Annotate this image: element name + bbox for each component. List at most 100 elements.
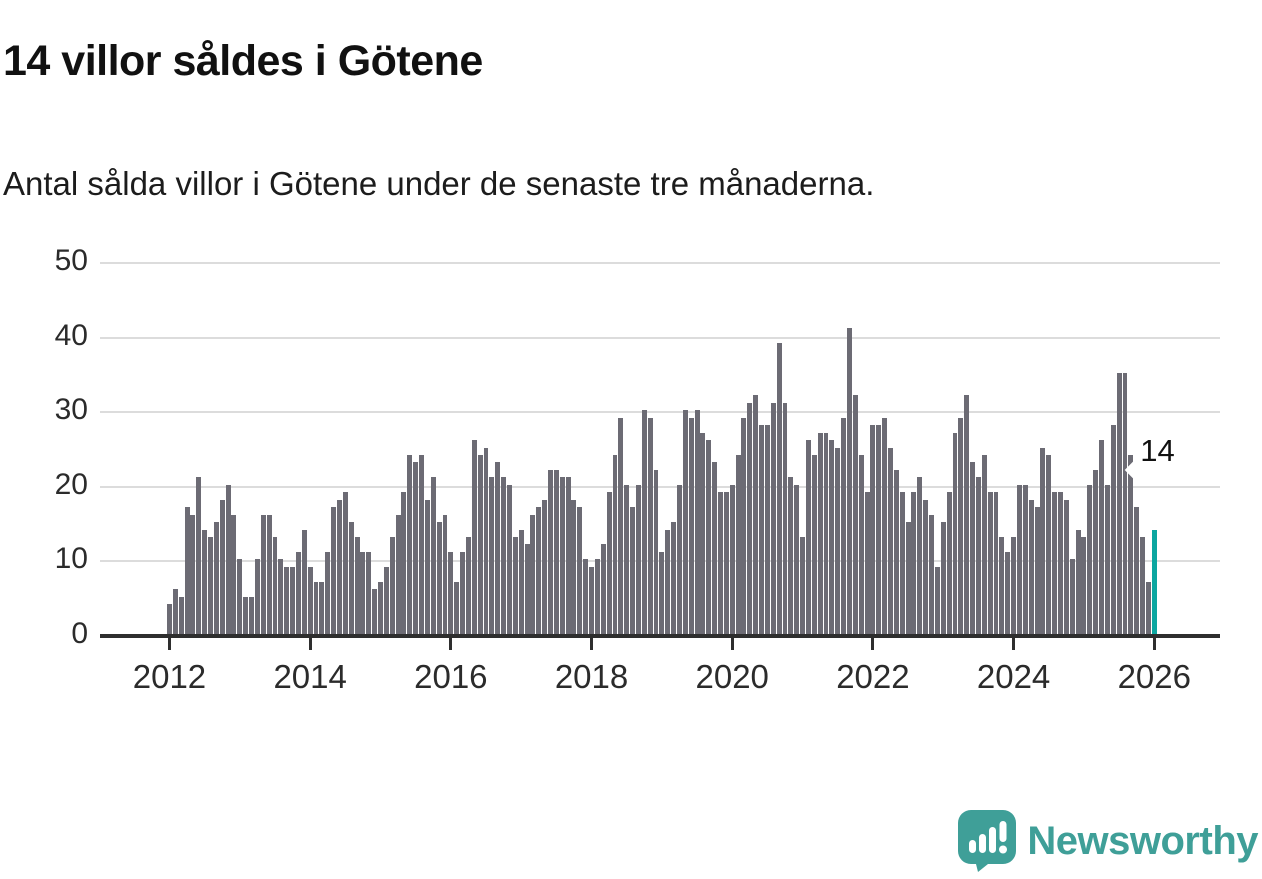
bar-month [1093, 469, 1099, 634]
bar-month [1022, 484, 1028, 634]
bar-month [378, 581, 383, 634]
bar-month [770, 402, 776, 634]
bar-month [917, 477, 923, 634]
bar-month [548, 469, 553, 634]
page-title: 14 villor såldes i Götene [3, 36, 483, 85]
bar-month [800, 537, 806, 634]
bar-month [354, 537, 360, 634]
bar-month [167, 604, 172, 634]
bar-month [501, 477, 507, 634]
bar-month [741, 417, 747, 634]
bar-month [1058, 492, 1063, 634]
gridline-y-40 [100, 336, 1220, 339]
x-axis-label-2014: 2014 [273, 658, 347, 695]
bar-month [237, 559, 243, 634]
bar-month [753, 395, 759, 634]
bar-month [876, 425, 882, 634]
gridline-y-0 [100, 634, 1220, 638]
bar-month [993, 492, 999, 634]
bar-month [278, 559, 284, 634]
bar-month [225, 484, 231, 634]
bar-month [1122, 372, 1128, 634]
value-annotation: 14 [1133, 431, 1182, 472]
bar-month [694, 410, 700, 634]
bar-month [231, 514, 237, 634]
bar-month [430, 477, 436, 634]
bar-month [712, 462, 718, 634]
bar-month [987, 492, 993, 634]
bar-month [735, 454, 741, 634]
bar-month [424, 499, 430, 634]
bar-month [811, 454, 817, 634]
bar-month [512, 537, 518, 634]
bar-month [635, 484, 641, 634]
newsworthy-logo: Newsworthy [958, 810, 1258, 872]
x-axis-tick-2016 [449, 638, 453, 650]
bar-month [841, 417, 847, 634]
bar-month [243, 596, 249, 634]
x-axis-label-2024: 2024 [976, 658, 1051, 695]
bar-month [260, 514, 266, 634]
bar-month [325, 551, 331, 634]
bar-month [659, 551, 665, 634]
bar-month [952, 432, 958, 634]
x-axis-tick-2012 [167, 638, 171, 650]
bar-month [1069, 559, 1075, 634]
bar-month [336, 499, 342, 634]
bar-month [718, 492, 723, 634]
bar-month [313, 581, 319, 634]
bar-month [366, 551, 372, 634]
bar-month [829, 440, 835, 634]
bar-month [846, 328, 852, 634]
bar-month [1116, 372, 1122, 634]
bar-month [946, 492, 952, 634]
bar-month [764, 425, 770, 634]
bar-month [600, 544, 606, 634]
gridline-y-20 [100, 485, 1220, 488]
bar-month [788, 477, 794, 634]
bar-month [565, 477, 571, 634]
bar-month [929, 514, 934, 634]
bar-month [471, 440, 477, 634]
bar-month [647, 417, 653, 634]
bar-month [483, 447, 489, 634]
bar-month [1110, 425, 1116, 634]
bar-month [1052, 492, 1058, 634]
bar-month [208, 537, 213, 634]
bar-month [454, 581, 460, 634]
y-axis-label-0: 0 [71, 617, 88, 650]
bar-month [671, 522, 677, 634]
y-axis-label-50: 50 [54, 244, 88, 277]
bar-month [1140, 537, 1146, 634]
bar-month [958, 417, 964, 634]
x-axis-label-2016: 2016 [414, 658, 488, 695]
bar-month [202, 529, 208, 634]
bar-month [882, 417, 888, 634]
bar-month [688, 417, 694, 634]
bar-month [213, 522, 219, 634]
bar-month [1028, 499, 1034, 634]
bar-month [542, 499, 548, 634]
bar-month [401, 492, 407, 634]
bar-month [383, 566, 389, 634]
y-axis-label-20: 20 [54, 467, 88, 501]
bar-month [360, 551, 366, 634]
bar-month [1011, 537, 1017, 634]
bar-month [465, 537, 471, 634]
bar-month [477, 454, 483, 634]
bar-month [624, 484, 630, 634]
bar-month [805, 440, 811, 634]
bar-month [970, 462, 976, 634]
bar-month [342, 492, 348, 634]
bar-month [981, 454, 987, 634]
highlighted-bar-current [1151, 529, 1157, 634]
x-axis-label-2022: 2022 [836, 658, 910, 695]
bar-month [923, 499, 929, 634]
bar-month [999, 537, 1005, 634]
bar-month [1016, 484, 1022, 634]
x-axis-label-2026: 2026 [1117, 658, 1191, 695]
bar-month [700, 432, 706, 634]
bar-month [975, 477, 981, 634]
bar-month [893, 469, 899, 634]
